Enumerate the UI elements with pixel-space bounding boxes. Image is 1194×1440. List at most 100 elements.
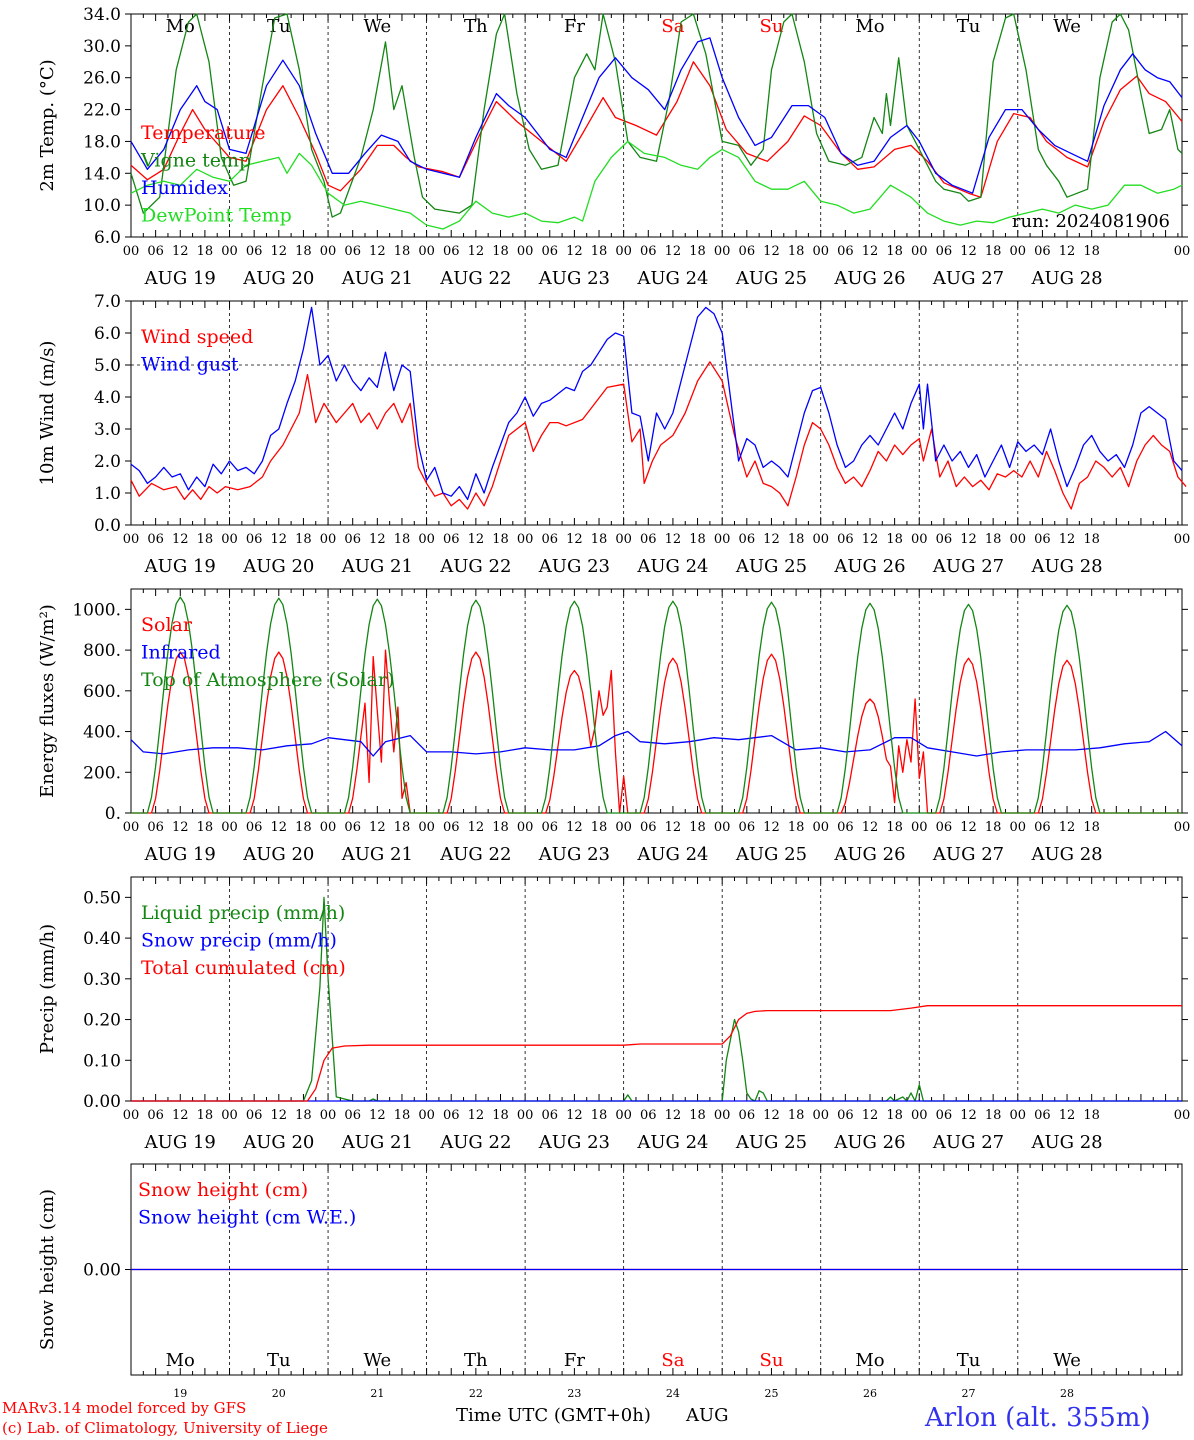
day-number: 28 <box>1060 1387 1074 1400</box>
hour-label: 12 <box>566 532 583 547</box>
legend-top-of-atmosphere-solar: Top of Atmosphere (Solar) <box>141 669 394 691</box>
hour-label: 06 <box>443 820 460 835</box>
y-axis-label: Precip (mm/h) <box>37 924 58 1054</box>
hour-label: 06 <box>1034 1108 1051 1123</box>
hour-label: 12 <box>369 244 386 259</box>
series-top-of-atmosphere-solar <box>131 596 1182 814</box>
hour-label: 12 <box>566 1108 583 1123</box>
date-label: AUG 27 <box>932 844 1004 865</box>
hour-label: 00 <box>221 532 238 547</box>
hour-label: 06 <box>344 532 361 547</box>
hour-label: 06 <box>936 1108 953 1123</box>
hour-label: 06 <box>344 1108 361 1123</box>
hour-label: 06 <box>640 820 657 835</box>
hour-label: 00 <box>221 244 238 259</box>
hour-label: 12 <box>862 820 879 835</box>
y-tick-label: 0.30 <box>83 970 121 990</box>
hour-label: 18 <box>492 1108 509 1123</box>
hour-label: 12 <box>369 820 386 835</box>
date-label: AUG 27 <box>932 1132 1004 1153</box>
hour-label: 06 <box>640 1108 657 1123</box>
hour-label: 18 <box>886 820 903 835</box>
hour-label: 18 <box>394 244 411 259</box>
hour-label: 12 <box>763 820 780 835</box>
hour-label: 18 <box>591 244 608 259</box>
date-label: AUG 23 <box>538 1132 610 1153</box>
date-label: AUG 23 <box>538 268 610 289</box>
date-label: AUG 24 <box>636 556 708 577</box>
hour-label: 00 <box>517 532 534 547</box>
series-vigne-temp <box>130 13 1183 218</box>
hour-label: 12 <box>566 244 583 259</box>
hour-label: 12 <box>271 244 288 259</box>
hour-label: 00 <box>517 1108 534 1123</box>
hour-label: 00 <box>320 820 337 835</box>
series-liquid-precip-mm-h <box>131 896 1182 1102</box>
date-label: AUG 23 <box>538 844 610 865</box>
legend-total-cumulated-cm: Total cumulated (cm) <box>141 957 346 979</box>
hour-label: 06 <box>246 244 263 259</box>
y-tick-label: 34.0 <box>83 5 121 25</box>
series-total-cumulated-cm <box>131 1005 1182 1102</box>
day-number: 25 <box>764 1387 778 1400</box>
hour-label: 06 <box>739 820 756 835</box>
legend-snow-height-cm: Snow height (cm) <box>138 1179 308 1201</box>
lab-credit: (c) Lab. of Climatology, University of L… <box>2 1419 328 1437</box>
plot-frame <box>130 300 1183 526</box>
y-tick-label: 6.0 <box>94 324 121 344</box>
hour-label: 18 <box>788 532 805 547</box>
day-label: Mo <box>166 1350 195 1371</box>
hour-label: 18 <box>1083 1108 1100 1123</box>
date-label: AUG 27 <box>932 556 1004 577</box>
hour-label: 06 <box>936 532 953 547</box>
hour-label: 18 <box>1083 532 1100 547</box>
time-axis-label: Time UTC (GMT+0h) <box>456 1405 651 1426</box>
legend-dewpoint-temp: DewPoint Temp <box>141 205 292 227</box>
hour-label: 06 <box>837 820 854 835</box>
date-label: AUG 21 <box>341 268 413 289</box>
y-tick-label: 1.0 <box>94 484 121 504</box>
hour-label: 12 <box>665 820 682 835</box>
hour-label: 12 <box>665 1108 682 1123</box>
hour-label: 00 <box>418 1108 435 1123</box>
hour-label: 12 <box>468 244 485 259</box>
hour-label: 00 <box>911 1108 928 1123</box>
day-label: Mo <box>855 16 884 37</box>
date-label: AUG 28 <box>1030 268 1102 289</box>
month-label: AUG <box>686 1405 729 1426</box>
legend-snow-precip-mm-h: Snow precip (mm/h) <box>141 930 337 952</box>
hour-label: 12 <box>665 244 682 259</box>
hour-label: 00 <box>1010 532 1027 547</box>
day-label: Sa <box>661 1350 684 1371</box>
hour-label: 00 <box>1010 244 1027 259</box>
y-tick-label: 10.0 <box>83 196 121 216</box>
hour-label: 18 <box>985 532 1002 547</box>
hour-label: 18 <box>788 820 805 835</box>
hour-label: 00 <box>517 244 534 259</box>
hour-label: 00 <box>221 1108 238 1123</box>
hour-label: 00 <box>418 532 435 547</box>
date-label: AUG 21 <box>341 844 413 865</box>
hour-label: 00 <box>911 532 928 547</box>
hour-label: 12 <box>172 1108 189 1123</box>
hour-label: 00 <box>812 1108 829 1123</box>
hour-label: 18 <box>591 820 608 835</box>
hour-label: 00 <box>714 1108 731 1123</box>
hour-label: 12 <box>1059 532 1076 547</box>
panel-3: 0. 200. 400. 600. 800. 1000. Energy fluxes (W/… <box>37 588 1190 865</box>
day-number: 22 <box>469 1387 483 1400</box>
day-label: We <box>363 16 391 37</box>
date-label: AUG 25 <box>735 844 807 865</box>
hour-label: 18 <box>197 244 214 259</box>
y-tick-label: 0.0 <box>94 516 121 536</box>
hour-label: 06 <box>739 1108 756 1123</box>
hour-label: 06 <box>1034 532 1051 547</box>
hour-label: 12 <box>172 244 189 259</box>
y-axis-label: Snow height (cm) <box>37 1189 58 1350</box>
hour-label: 12 <box>1059 244 1076 259</box>
hour-label: 00 <box>911 820 928 835</box>
date-label: AUG 28 <box>1030 844 1102 865</box>
y-tick-label: 0. <box>105 804 121 824</box>
day-label: We <box>1053 1350 1081 1371</box>
hour-label: 18 <box>197 820 214 835</box>
